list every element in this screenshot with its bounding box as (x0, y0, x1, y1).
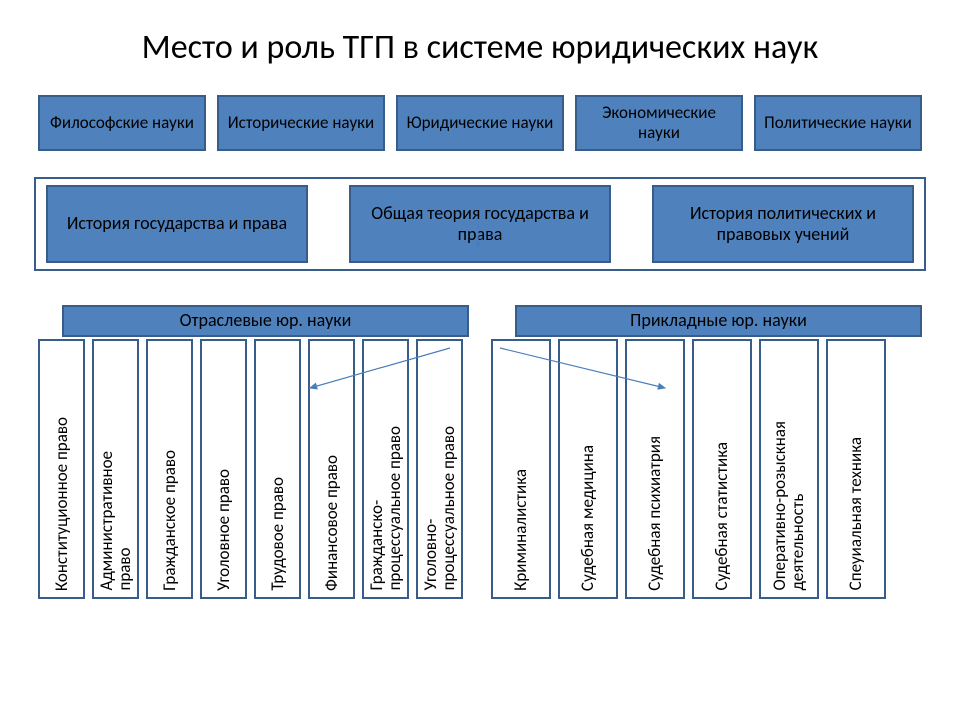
box-history: Исторические науки (217, 95, 385, 151)
page-title: Место и роль ТГП в системе юридических н… (0, 0, 960, 77)
row-legal-core: История государства и права Общая теория… (34, 177, 926, 271)
lbl-forensic-psychiatry: Судебная психиатрия (646, 436, 664, 591)
lbl-financial: Финансовое право (323, 455, 341, 591)
col-constitutional: Конституционное право (38, 339, 85, 599)
lbl-labor: Трудовое право (269, 477, 287, 591)
col-labor: Трудовое право (254, 339, 301, 599)
lbl-operative-search: Оперативно-розыскная деятельность (771, 421, 807, 591)
applied-columns: Криминалистика Судебная медицина Судебна… (491, 339, 922, 599)
box-state-law-history: История государства и права (46, 185, 308, 263)
col-administrative: Административное право (92, 339, 139, 599)
col-civil-procedure: Гражданско- процессуальное право (362, 339, 409, 599)
lbl-forensic-statistics: Судебная статистика (713, 442, 731, 590)
col-criminal-procedure: Уголовно- процессуальное право (416, 339, 463, 599)
lbl-civil: Гражданское право (161, 450, 179, 591)
col-operative-search: Оперативно-розыскная деятельность (759, 339, 819, 599)
col-special-tech: Спеуиальная техника (826, 339, 886, 599)
header-branch: Отраслевые юр. науки (62, 305, 469, 337)
lbl-civil-procedure: Гражданско- процессуальное право (368, 426, 404, 590)
row-sciences: Философские науки Исторические науки Юри… (0, 95, 960, 151)
col-criminalistics: Криминалистика (491, 339, 551, 599)
col-forensic-medicine: Судебная медицина (558, 339, 618, 599)
box-legal: Юридические науки (396, 95, 564, 151)
box-general-theory: Общая теория государства и права (349, 185, 611, 263)
col-forensic-psychiatry: Судебная психиатрия (625, 339, 685, 599)
box-philosophy: Философские науки (38, 95, 206, 151)
col-civil: Гражданское право (146, 339, 193, 599)
row-branches: Отраслевые юр. науки Конституционное пра… (0, 305, 960, 599)
col-criminal: Уголовное право (200, 339, 247, 599)
col-forensic-statistics: Судебная статистика (692, 339, 752, 599)
branch-columns: Конституционное право Административное п… (38, 339, 469, 599)
lbl-criminal-procedure: Уголовно- процессуальное право (422, 426, 458, 590)
lbl-administrative: Административное право (98, 451, 134, 591)
lbl-special-tech: Спеуиальная техника (847, 437, 865, 590)
lbl-criminalistics: Криминалистика (512, 469, 530, 591)
box-political: Политические науки (754, 95, 922, 151)
lbl-criminal: Уголовное право (215, 469, 233, 591)
box-economics: Экономические науки (575, 95, 743, 151)
box-political-legal-doctrines: История политических и правовых учений (652, 185, 914, 263)
header-applied: Прикладные юр. науки (515, 305, 922, 337)
group-branch-sciences: Отраслевые юр. науки Конституционное пра… (38, 305, 469, 599)
lbl-constitutional: Конституционное право (53, 417, 71, 591)
group-applied-sciences: Прикладные юр. науки Криминалистика Суде… (491, 305, 922, 599)
col-financial: Финансовое право (308, 339, 355, 599)
lbl-forensic-medicine: Судебная медицина (579, 445, 597, 591)
